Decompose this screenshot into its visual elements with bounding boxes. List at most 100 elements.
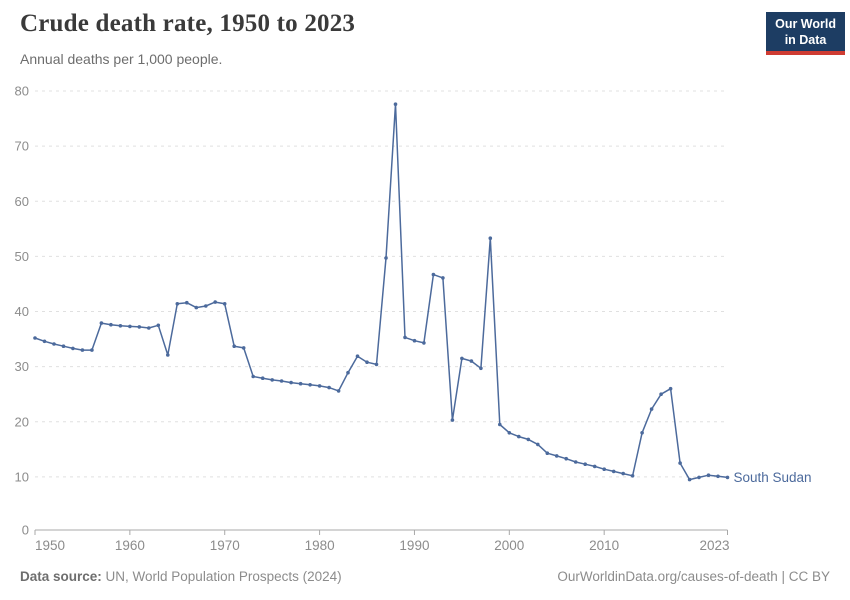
data-point[interactable] xyxy=(327,385,331,390)
data-point[interactable] xyxy=(109,322,113,327)
data-point[interactable] xyxy=(441,276,445,280)
y-tick-label: 10 xyxy=(15,469,29,484)
data-point[interactable] xyxy=(412,338,417,343)
data-source-label: Data source: xyxy=(20,569,102,584)
data-point[interactable] xyxy=(289,380,293,385)
x-tick-label: 1990 xyxy=(399,538,429,553)
data-point[interactable] xyxy=(241,346,246,350)
data-point[interactable] xyxy=(279,379,284,383)
data-point[interactable] xyxy=(564,456,568,461)
data-point[interactable] xyxy=(185,300,189,305)
data-point[interactable] xyxy=(479,366,483,371)
data-point[interactable] xyxy=(393,102,398,106)
data-point[interactable] xyxy=(317,384,322,388)
data-point[interactable] xyxy=(270,378,275,382)
data-point[interactable] xyxy=(42,339,47,344)
data-point[interactable] xyxy=(725,475,730,480)
x-tick-label: 1960 xyxy=(115,538,145,553)
data-point[interactable] xyxy=(583,462,587,467)
y-tick-label: 0 xyxy=(22,523,29,538)
data-point[interactable] xyxy=(659,392,663,397)
data-point[interactable] xyxy=(137,325,142,329)
logo-line-2: in Data xyxy=(784,33,827,48)
data-point[interactable] xyxy=(118,324,123,328)
data-point[interactable] xyxy=(308,383,312,387)
data-point[interactable] xyxy=(687,477,692,482)
data-point[interactable] xyxy=(90,348,94,352)
data-point[interactable] xyxy=(488,236,493,240)
credit-link[interactable]: OurWorldinData.org/causes-of-death | CC … xyxy=(557,569,830,584)
data-point[interactable] xyxy=(175,302,180,306)
data-point[interactable] xyxy=(706,473,711,478)
data-point[interactable] xyxy=(232,344,236,349)
data-point[interactable] xyxy=(536,442,540,447)
x-tick-label: 1980 xyxy=(305,538,335,553)
data-point[interactable] xyxy=(147,326,151,330)
data-point[interactable] xyxy=(592,464,597,469)
data-point[interactable] xyxy=(554,454,559,458)
x-tick-label: 2010 xyxy=(589,538,619,553)
x-tick-label: 1970 xyxy=(210,538,240,553)
data-point[interactable] xyxy=(526,437,531,442)
page-title: Crude death rate, 1950 to 2023 xyxy=(20,10,356,37)
data-source-value: UN, World Population Prospects (2024) xyxy=(101,569,342,584)
data-point[interactable] xyxy=(621,471,625,476)
chart-footer: Data source: UN, World Population Prospe… xyxy=(0,569,850,584)
data-point[interactable] xyxy=(498,422,502,427)
data-point[interactable] xyxy=(422,341,426,345)
owid-logo[interactable]: Our World in Data xyxy=(766,12,845,55)
data-point[interactable] xyxy=(80,348,85,352)
x-tick-label: 2023 xyxy=(699,538,729,553)
data-point[interactable] xyxy=(61,344,66,349)
data-point[interactable] xyxy=(507,431,512,435)
data-point[interactable] xyxy=(611,469,616,474)
page-subtitle: Annual deaths per 1,000 people. xyxy=(20,51,223,67)
data-point[interactable] xyxy=(573,460,578,464)
data-point[interactable] xyxy=(99,321,104,325)
data-point[interactable] xyxy=(365,360,369,365)
data-point[interactable] xyxy=(52,342,56,346)
data-point[interactable] xyxy=(384,256,388,260)
data-point[interactable] xyxy=(716,474,720,479)
data-point[interactable] xyxy=(156,323,161,328)
data-point[interactable] xyxy=(355,354,360,359)
y-tick-label: 30 xyxy=(15,359,29,374)
y-tick-label: 40 xyxy=(15,304,29,319)
data-point[interactable] xyxy=(213,300,217,304)
y-tick-label: 50 xyxy=(15,249,29,264)
data-point[interactable] xyxy=(374,362,379,367)
data-point[interactable] xyxy=(450,418,455,422)
data-point[interactable] xyxy=(640,431,644,435)
data-point[interactable] xyxy=(460,356,464,361)
data-source-text: Data source: UN, World Population Prospe… xyxy=(20,569,342,584)
data-point[interactable] xyxy=(678,461,682,465)
data-point[interactable] xyxy=(469,359,474,363)
data-point[interactable] xyxy=(336,389,341,393)
series-end-label[interactable]: South Sudan xyxy=(734,470,812,485)
x-tick-label: 1950 xyxy=(35,538,65,553)
data-point[interactable] xyxy=(630,474,635,478)
data-point[interactable] xyxy=(517,434,521,439)
data-point[interactable] xyxy=(346,370,350,375)
data-point[interactable] xyxy=(33,336,37,340)
x-tick-label: 2000 xyxy=(494,538,524,553)
data-point[interactable] xyxy=(166,353,170,357)
data-point[interactable] xyxy=(431,272,436,277)
data-point[interactable] xyxy=(545,451,550,456)
data-point[interactable] xyxy=(649,407,654,411)
data-point[interactable] xyxy=(403,335,407,340)
data-point[interactable] xyxy=(204,304,208,308)
y-tick-label: 80 xyxy=(15,84,29,99)
data-point[interactable] xyxy=(222,302,227,306)
data-point[interactable] xyxy=(71,346,75,351)
data-point[interactable] xyxy=(697,475,701,480)
data-point[interactable] xyxy=(251,374,255,379)
data-point[interactable] xyxy=(194,305,199,310)
data-line[interactable] xyxy=(34,103,728,481)
data-point[interactable] xyxy=(602,467,606,472)
data-point[interactable] xyxy=(298,381,303,386)
data-point[interactable] xyxy=(260,376,265,381)
data-point[interactable] xyxy=(128,324,132,329)
data-point[interactable] xyxy=(668,386,673,391)
